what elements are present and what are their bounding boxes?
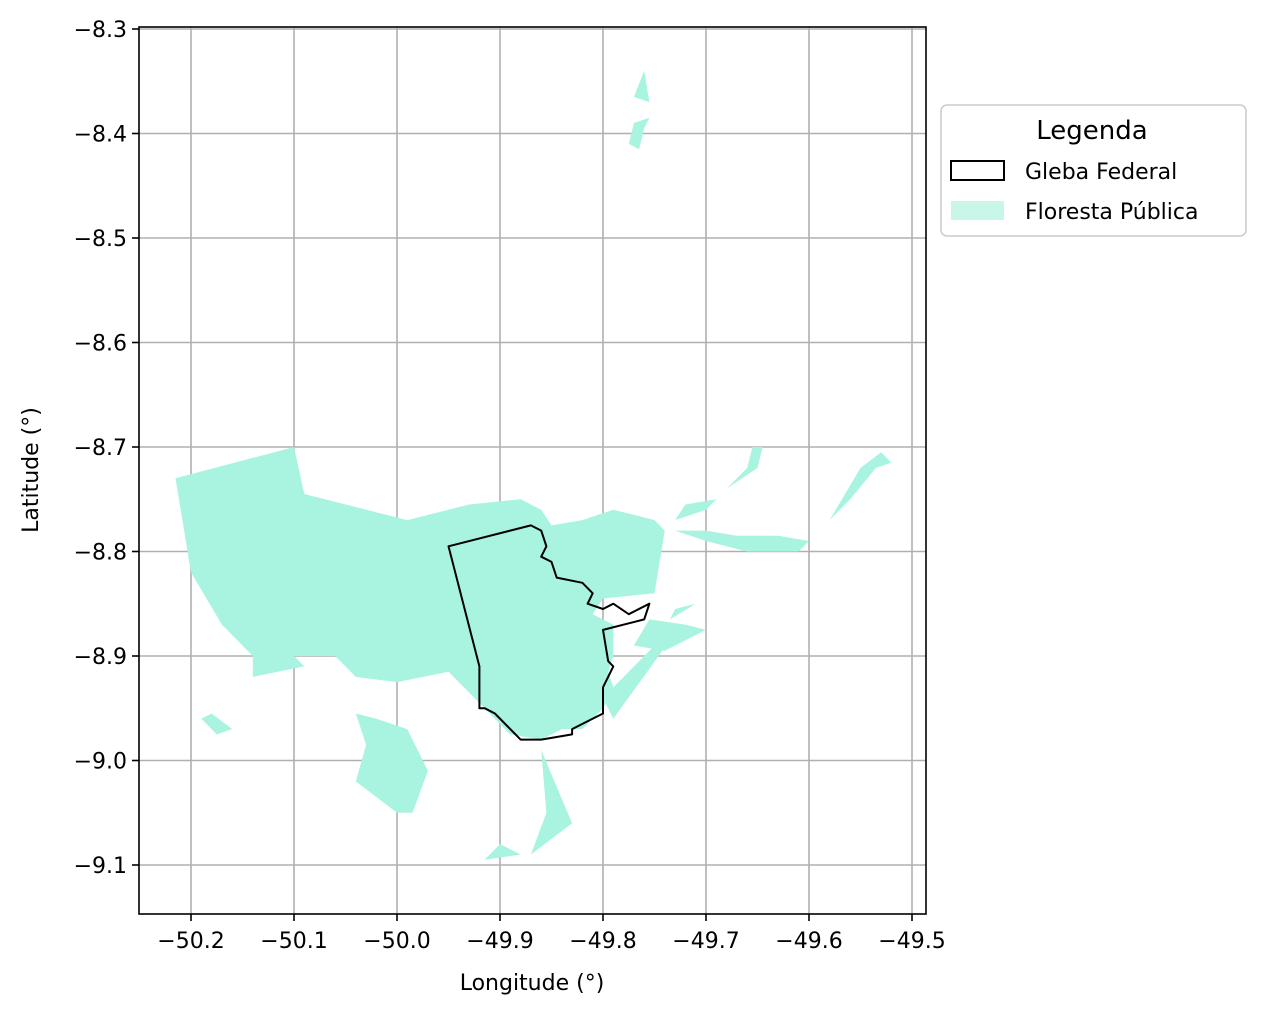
gleba-federal-boundary xyxy=(447,524,651,741)
floresta-publica-polygon xyxy=(252,650,305,677)
y-tick-label: −8.7 xyxy=(74,436,127,461)
x-axis-ticks: −50.2 −50.1 −50.0 −49.9 −49.8 −49.7 −49.6 −49.5 xyxy=(157,914,946,954)
y-tick-label: −8.4 xyxy=(74,123,127,148)
legend-swatch-floresta-publica xyxy=(951,201,1004,220)
legend-label-floresta-publica: Floresta Pública xyxy=(1025,200,1198,225)
x-tick-label: −50.1 xyxy=(260,929,327,954)
floresta-publica-polygon xyxy=(633,70,650,103)
plot-frame xyxy=(138,26,927,915)
y-tick-label: −9.1 xyxy=(74,854,127,879)
floresta-publica-layer xyxy=(175,70,892,860)
legend-title: Legenda xyxy=(1036,116,1147,146)
floresta-publica-polygon xyxy=(675,447,763,521)
gleba-federal-layer xyxy=(447,524,651,741)
x-tick-label: −49.9 xyxy=(466,929,533,954)
floresta-publica-polygon xyxy=(335,708,428,813)
y-axis-ticks: −8.3 −8.4 −8.5 −8.6 −8.7 −8.8 −8.9 −9.0 −9.1 xyxy=(74,18,139,879)
legend: Legenda Gleba Federal Floresta Pública xyxy=(940,104,1247,237)
floresta-publica-polygon xyxy=(175,447,665,740)
x-axis-title: Longitude (°) xyxy=(460,971,605,996)
floresta-publica-polygon xyxy=(530,750,573,855)
legend-swatch-gleba-federal xyxy=(950,160,1005,181)
x-tick-label: −49.8 xyxy=(569,929,636,954)
floresta-publica-polygon xyxy=(628,117,650,150)
floresta-publica-polygon xyxy=(675,530,809,552)
floresta-publica-polygon xyxy=(201,713,233,735)
floresta-publica-polygon xyxy=(633,619,706,651)
y-axis-title: Latitude (°) xyxy=(19,407,44,533)
y-tick-label: −8.9 xyxy=(74,645,127,670)
legend-label-gleba-federal: Gleba Federal xyxy=(1025,160,1177,185)
x-tick-label: −49.5 xyxy=(878,929,945,954)
floresta-publica-polygon xyxy=(829,452,892,521)
y-tick-label: −8.8 xyxy=(74,541,127,566)
floresta-publica-polygon xyxy=(484,844,521,860)
y-tick-label: −8.3 xyxy=(74,18,127,43)
x-tick-label: −49.7 xyxy=(672,929,739,954)
x-tick-label: −50.2 xyxy=(157,929,224,954)
legend-box xyxy=(940,104,1247,237)
floresta-publica-polygon xyxy=(603,635,670,719)
floresta-publica-polygon xyxy=(670,598,717,620)
y-tick-label: −8.6 xyxy=(74,332,127,357)
y-tick-label: −9.0 xyxy=(74,750,127,775)
x-tick-label: −50.0 xyxy=(363,929,430,954)
y-tick-label: −8.5 xyxy=(74,227,127,252)
x-tick-label: −49.6 xyxy=(775,929,842,954)
